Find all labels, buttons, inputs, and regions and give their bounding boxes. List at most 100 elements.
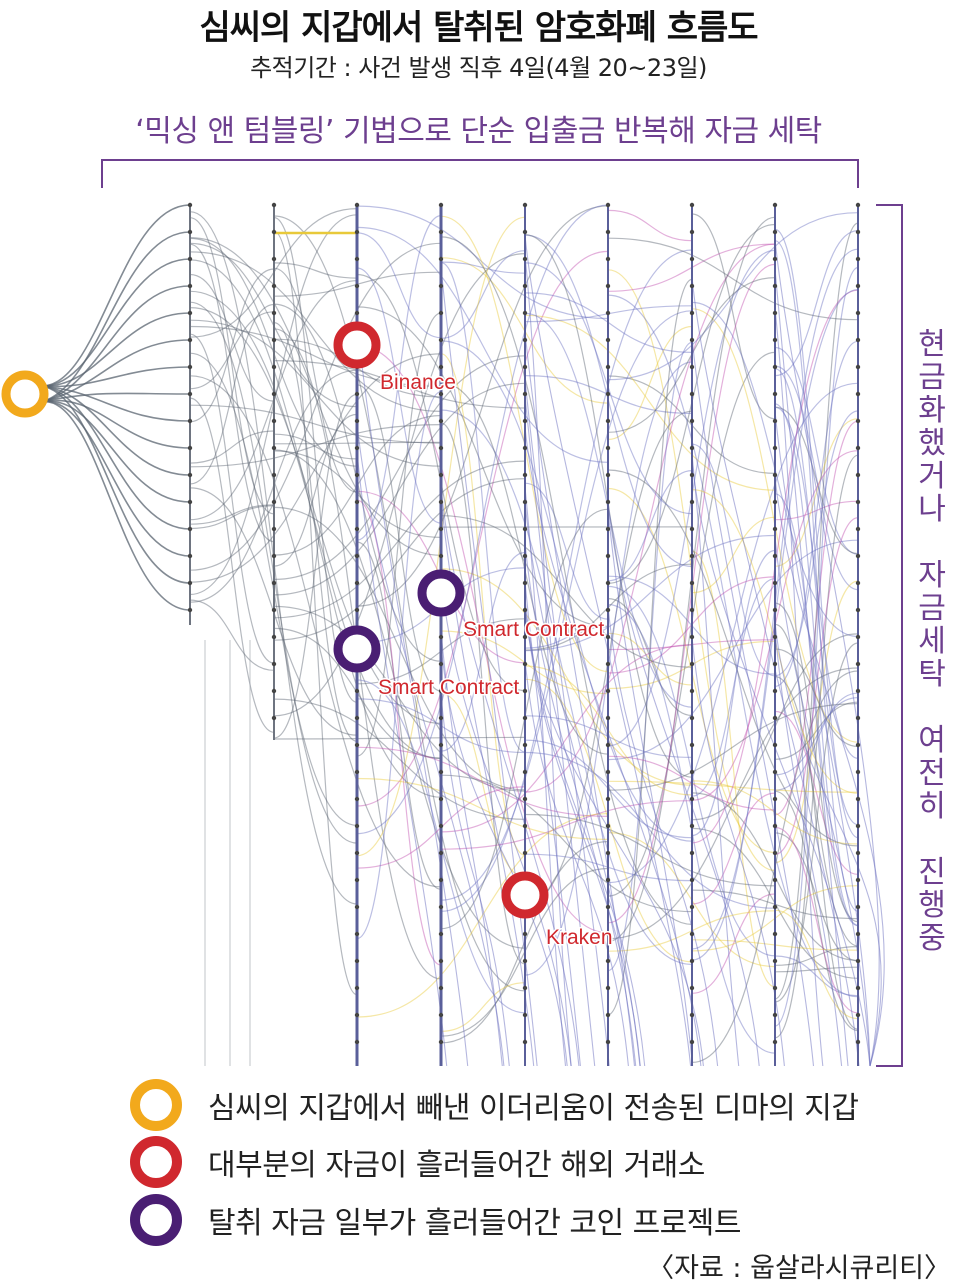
wallet-dot <box>605 580 611 586</box>
wallet-dot <box>772 634 778 640</box>
flow-line <box>607 509 694 1067</box>
wallet-dot <box>689 1039 695 1045</box>
smart-contract-label-2: Smart Contract <box>378 676 519 699</box>
wallet-dot <box>271 472 277 478</box>
wallet-dot <box>605 634 611 640</box>
flow-line <box>607 212 859 381</box>
flow-line <box>273 322 358 742</box>
wallet-dot <box>605 715 611 721</box>
flow-line <box>273 605 526 792</box>
flow-line <box>273 216 358 703</box>
flow-line <box>189 303 275 485</box>
wallet-dot <box>271 256 277 262</box>
red-ring-icon <box>130 1136 182 1188</box>
wallet-dot <box>522 715 528 721</box>
wallet-dot <box>855 877 861 883</box>
wallet-dot <box>354 796 360 802</box>
wallet-dot <box>522 796 528 802</box>
wallet-dot <box>522 229 528 235</box>
flow-line <box>356 499 442 966</box>
flow-line <box>39 285 191 403</box>
wallet-dot <box>605 445 611 451</box>
wallet-dot <box>271 391 277 397</box>
flow-line <box>189 333 275 664</box>
wallet-dot <box>605 904 611 910</box>
wallet-dot <box>522 256 528 262</box>
mixing-tumbling-label: ‘믹싱 앤 텀블링’ 기법으로 단순 입출금 반복해 자금 세탁 <box>135 114 822 149</box>
flow-line <box>607 606 719 1067</box>
legend-item-wallet: 심씨의 지갑에서 빼낸 이더리움이 전송된 디마의 지갑 <box>130 1079 859 1131</box>
wallet-dot <box>438 364 444 370</box>
flow-line <box>356 746 609 817</box>
wallet-dot <box>689 256 695 262</box>
wallet-dot <box>855 1039 861 1045</box>
smart-contract-node-2 <box>333 625 381 673</box>
wallet-dot <box>605 499 611 505</box>
wallet-dot <box>772 256 778 262</box>
flow-line <box>440 261 526 274</box>
wallet-dot <box>855 472 861 478</box>
wallet-dot <box>438 715 444 721</box>
wallet-dot <box>522 1012 528 1018</box>
wallet-dot <box>689 445 695 451</box>
flow-line <box>774 909 859 1020</box>
wallet-dot <box>187 445 193 451</box>
flow-line <box>607 209 693 242</box>
flow-line <box>607 294 859 998</box>
flow-line <box>440 515 693 668</box>
flow-line <box>440 774 693 913</box>
dima-wallet-node <box>1 370 49 418</box>
flow-line <box>774 701 859 760</box>
wallet-dot <box>187 337 193 343</box>
wallet-dot <box>271 715 277 721</box>
wallet-dot <box>522 769 528 775</box>
flow-line <box>774 476 885 1067</box>
flow-line <box>440 551 526 752</box>
flow-line <box>189 353 442 583</box>
wallet-dot <box>605 877 611 883</box>
flow-line <box>774 365 859 591</box>
wallet-dot <box>271 202 277 208</box>
wallet-dot <box>605 364 611 370</box>
wallet-dot <box>438 850 444 856</box>
wallet-dot <box>354 283 360 289</box>
wallet-dot <box>605 661 611 667</box>
wallet-dot <box>354 931 360 937</box>
flow-line <box>189 311 275 390</box>
flow-line <box>189 237 442 556</box>
wallet-dot <box>772 796 778 802</box>
flow-line <box>189 243 275 543</box>
wallet-dot <box>438 904 444 910</box>
wallet-dot <box>855 391 861 397</box>
wallet-dot <box>271 580 277 586</box>
flow-line <box>774 648 859 748</box>
wallet-dot <box>522 742 528 748</box>
wallet-dot <box>438 1039 444 1045</box>
flow-line <box>691 443 776 677</box>
flow-line <box>440 422 526 965</box>
wallet-dot <box>855 1012 861 1018</box>
flow-line <box>524 482 609 620</box>
wallet-dot <box>855 904 861 910</box>
flow-line <box>189 251 442 412</box>
wallet-dot <box>438 958 444 964</box>
legend-item-project: 탈취 자금 일부가 흘러들어간 코인 프로젝트 <box>130 1194 741 1246</box>
wallet-dot <box>438 661 444 667</box>
wallet-dot <box>772 526 778 532</box>
wallet-dot <box>354 742 360 748</box>
flow-line <box>273 736 526 740</box>
wallet-dot <box>522 418 528 424</box>
wallet-dot <box>522 499 528 505</box>
flow-line <box>774 966 859 973</box>
wallet-dot <box>187 580 193 586</box>
wallet-dot <box>522 850 528 856</box>
wallet-dot <box>689 850 695 856</box>
flow-line <box>607 325 693 440</box>
flow-line <box>774 266 859 1027</box>
wallet-dot <box>187 553 193 559</box>
wallet-dot <box>689 526 695 532</box>
wallet-dot <box>354 877 360 883</box>
flow-line <box>607 341 693 972</box>
wallet-dot <box>354 202 360 208</box>
wallet-dot <box>772 742 778 748</box>
